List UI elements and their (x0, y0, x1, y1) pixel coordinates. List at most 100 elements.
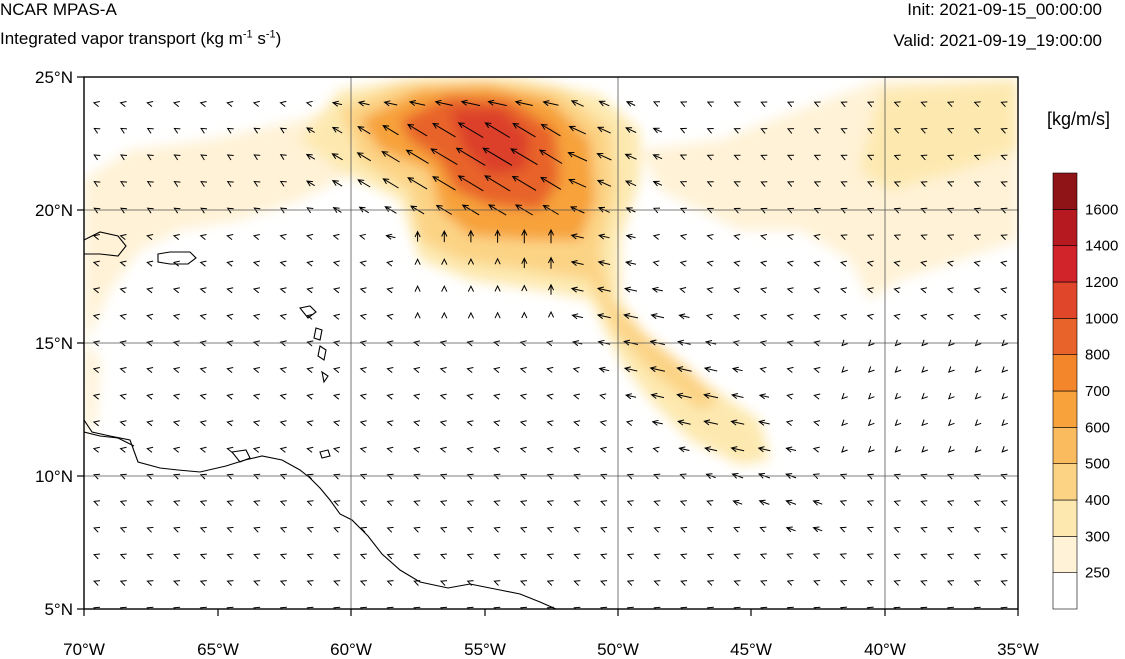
wind-vector (1000, 260, 1008, 267)
wind-vector (199, 340, 207, 347)
wind-vector (199, 393, 207, 400)
wind-vector (332, 233, 340, 240)
wind-vector (813, 234, 821, 240)
wind-vector (573, 500, 581, 507)
wind-vector (679, 500, 687, 506)
wind-vector (279, 526, 287, 533)
wind-vector (413, 580, 421, 586)
wind-vector (974, 366, 982, 373)
wind-vector (279, 420, 287, 427)
wind-vector (332, 287, 341, 294)
wind-vector (786, 101, 795, 108)
wind-vector (626, 606, 634, 609)
wind-vector (199, 500, 207, 507)
wind-vector (1000, 473, 1008, 480)
wind-vector (146, 287, 154, 294)
wind-vector (567, 152, 588, 162)
wind-vector (466, 367, 474, 373)
wind-vector (894, 366, 902, 373)
wind-vector (252, 100, 260, 107)
wind-vector (599, 446, 607, 453)
wind-vector (653, 473, 661, 480)
wind-vector (146, 393, 154, 400)
wind-vector (92, 393, 100, 400)
wind-vector (306, 340, 314, 347)
wind-vector (510, 148, 538, 166)
wind-vector (173, 500, 181, 507)
wind-vector (920, 473, 928, 480)
wind-vector (760, 606, 768, 609)
wind-vector (973, 526, 981, 533)
wind-vector (332, 420, 341, 427)
wind-vector (1000, 128, 1008, 134)
wind-vector (676, 392, 692, 399)
wind-vector (600, 606, 608, 609)
wind-vector (252, 446, 261, 453)
wind-vector (676, 366, 692, 373)
wind-vector (680, 606, 688, 609)
wind-vector (733, 553, 741, 560)
wind-vector (973, 234, 981, 241)
wind-vector (226, 313, 234, 320)
wind-vector (199, 234, 207, 240)
wind-vector (759, 234, 768, 240)
wind-vector (413, 393, 421, 400)
wind-vector (812, 553, 820, 559)
wind-vector (521, 257, 528, 269)
wind-vector (359, 580, 367, 586)
wind-vector (598, 100, 610, 107)
wind-vector (600, 553, 608, 560)
wind-vector (706, 606, 714, 609)
wind-vector (1000, 207, 1008, 214)
wind-vector (706, 234, 714, 240)
wind-vector (386, 260, 394, 267)
wind-vector (119, 446, 127, 453)
wind-vector (546, 500, 554, 507)
wind-vector (494, 229, 501, 243)
wind-vector (357, 125, 371, 135)
wind-vector (386, 313, 394, 320)
wind-vector (93, 580, 101, 586)
wind-vector (841, 392, 848, 400)
wind-vector (733, 101, 741, 108)
wind-vector (786, 181, 795, 187)
wind-vector (893, 313, 901, 320)
wind-vector (946, 473, 955, 480)
wind-vector (382, 178, 399, 189)
wind-vector (813, 287, 821, 294)
wind-vector (494, 257, 501, 265)
wind-vector (786, 207, 795, 214)
wind-vector (306, 553, 314, 560)
wind-vector (680, 553, 688, 560)
wind-vector (731, 366, 743, 373)
wind-vector (441, 285, 448, 292)
wind-vector (652, 260, 660, 267)
wind-vector (597, 233, 610, 240)
wind-vector (786, 366, 794, 373)
lat-label-5n: 5°N (44, 600, 73, 619)
wind-vector (306, 473, 314, 480)
wind-vector (119, 340, 127, 347)
wind-vector (493, 367, 501, 373)
wind-vector (758, 499, 770, 506)
wind-vector (413, 446, 421, 453)
wind-vector (226, 606, 234, 609)
wind-vector (839, 580, 847, 586)
lat-label-15n: 15°N (35, 334, 73, 353)
wind-vector (866, 526, 874, 533)
colorbar-level-label: 600 (1085, 419, 1110, 436)
wind-vector (652, 101, 661, 107)
wind-vector (866, 553, 874, 560)
colorbar: 250 300 400 500 600 700 800 1000 1200 1400 1600 (1052, 172, 1118, 610)
wind-vector (199, 313, 207, 320)
colorbar-level-label: 400 (1085, 492, 1110, 509)
wind-vector (946, 260, 954, 267)
wind-vector (1000, 553, 1008, 560)
wind-vector (407, 123, 428, 137)
wind-vector (466, 473, 474, 480)
wind-vector (279, 313, 287, 320)
wind-vector (759, 287, 768, 294)
wind-vector (893, 526, 901, 533)
wind-vector (146, 553, 154, 560)
wind-vector (706, 181, 714, 187)
